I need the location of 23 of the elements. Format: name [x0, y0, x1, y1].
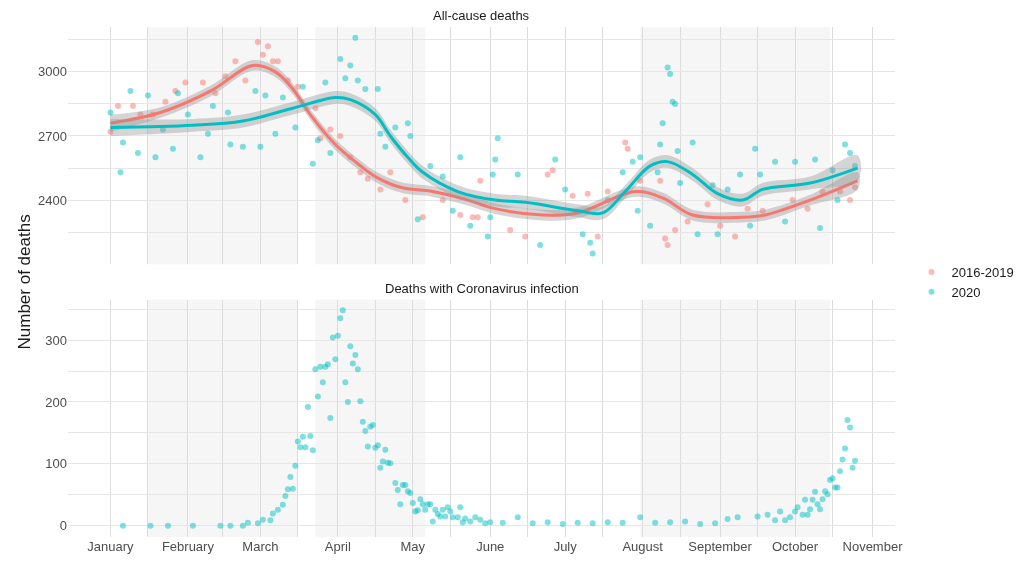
x-tick-label: January [87, 539, 135, 554]
legend-label: 2016-2019 [951, 265, 1014, 281]
legend-label: 2020 [951, 284, 981, 300]
x-tick-label: October [771, 539, 819, 554]
x-tick-label: July [553, 539, 578, 554]
chart-title: Deaths with Coronavirus infection [385, 281, 579, 296]
y-tick-label: 100 [45, 456, 67, 472]
y-tick-label: 300 [45, 332, 67, 348]
chart-title: All-cause deaths [433, 8, 530, 23]
x-tick-label: November [842, 539, 904, 554]
y-tick-label: 200 [45, 394, 67, 410]
y-tick-label: 2700 [38, 128, 67, 144]
y-axis-title: Number of deaths [14, 214, 34, 350]
y-tick-label: 2400 [38, 192, 67, 208]
y-tick-label: 0 [59, 518, 67, 534]
x-tick-label: September [688, 539, 753, 554]
x-tick-label: May [400, 539, 426, 554]
x-tick-label: April [324, 539, 351, 554]
x-tick-label: February [161, 539, 215, 554]
x-tick-label: March [242, 539, 279, 554]
y-tick-label: 3000 [38, 64, 67, 80]
x-tick-label: August [622, 539, 664, 554]
x-tick-label: June [476, 539, 505, 554]
